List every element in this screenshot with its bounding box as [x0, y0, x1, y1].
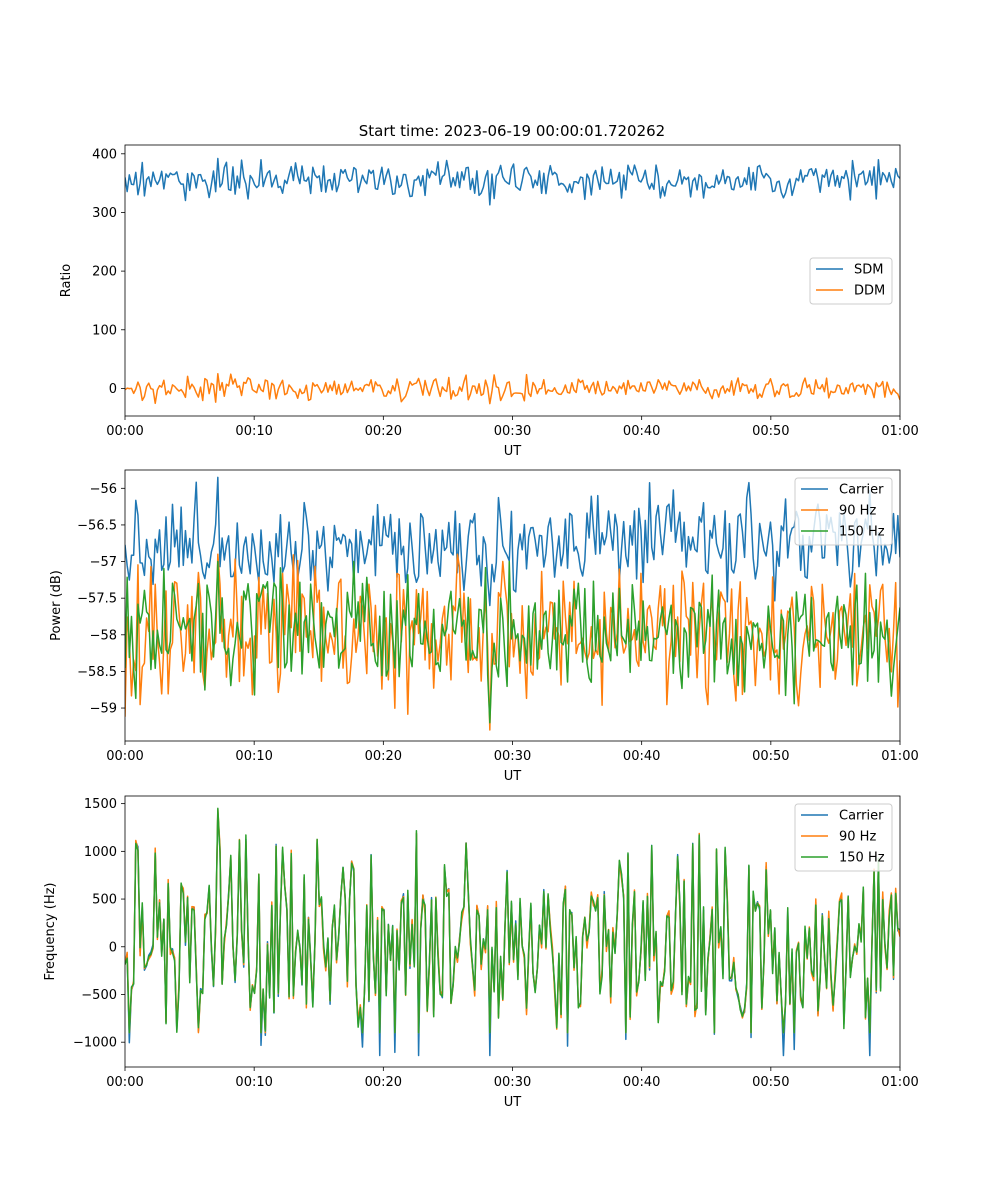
ratio-panel: 00:00 00:10 00:20 00:30 00:40 00:50 01:00 0 100 2…: [59, 144, 919, 459]
x-tick-label: 00:50: [752, 1075, 789, 1090]
x-axis-label: UT: [504, 769, 522, 784]
x-tick-label: 00:40: [623, 424, 660, 439]
frequency-panel: 00:00 00:10 00:20 00:30 00:40 00:50 01:00 1500 1…: [43, 795, 919, 1110]
y-tick-label: 1000: [84, 845, 117, 860]
y-tick-label: 100: [92, 323, 117, 338]
y-tick-label: 0: [109, 382, 117, 397]
power-panel: 00:00 00:10 00:20 00:30 00:40 00:50 01:00 −56 −5…: [49, 469, 919, 784]
y-tick-label: 0: [109, 940, 117, 955]
x-tick-label: 00:20: [365, 749, 402, 764]
y-tick-label: 200: [92, 265, 117, 280]
x-tick-label: 00:10: [235, 424, 272, 439]
figure-title: Start time: 2023-06-19 00:00:01.720262: [359, 122, 665, 140]
legend-box: [794, 803, 893, 872]
series-line-carrier: [125, 476, 900, 607]
x-tick-label: 00:30: [494, 424, 531, 439]
y-tick-label: −58: [90, 628, 117, 643]
y-tick-label: −1000: [73, 1036, 117, 1051]
series-line-150-hz: [125, 560, 900, 724]
legend-label: Carrier: [839, 483, 884, 498]
y-tick-label: 1500: [84, 797, 117, 812]
x-tick-label: 01:00: [881, 749, 918, 764]
legend-label: 90 Hz: [839, 830, 876, 845]
legend-label: SDM: [854, 263, 883, 278]
x-tick-label: 00:40: [623, 749, 660, 764]
legend-label: 150 Hz: [839, 851, 885, 866]
y-tick-label: −58.5: [77, 665, 117, 680]
y-axis-label: Frequency (Hz): [43, 882, 58, 980]
x-tick-label: 00:20: [365, 424, 402, 439]
y-tick-label: 300: [92, 206, 117, 221]
y-tick-label: −57.5: [77, 592, 117, 607]
legend-label: 90 Hz: [839, 504, 876, 519]
y-tick-label: −56: [90, 482, 117, 497]
legend-label: 150 Hz: [839, 525, 885, 540]
legend: SDM DDM: [809, 257, 893, 305]
x-tick-label: 00:00: [106, 749, 143, 764]
x-axis-label: UT: [504, 444, 522, 459]
x-tick-label: 00:00: [106, 1075, 143, 1090]
x-tick-label: 00:50: [752, 424, 789, 439]
x-tick-label: 00:10: [235, 749, 272, 764]
y-tick-label: −56.5: [77, 518, 117, 533]
y-tick-label: 400: [92, 147, 117, 162]
series-line-ddm: [125, 373, 900, 405]
y-tick-label: 500: [92, 893, 117, 908]
x-tick-label: 00:30: [494, 749, 531, 764]
x-tick-label: 01:00: [881, 1075, 918, 1090]
x-tick-label: 00:30: [494, 1075, 531, 1090]
y-tick-label: −59: [90, 702, 117, 717]
x-tick-label: 00:10: [235, 1075, 272, 1090]
legend-box: [794, 477, 893, 546]
y-axis-label: Power (dB): [49, 570, 64, 641]
x-tick-label: 00:20: [365, 1075, 402, 1090]
legend: Carrier 90 Hz 150 Hz: [794, 803, 893, 872]
y-axis-label: Ratio: [59, 264, 74, 297]
x-tick-label: 00:40: [623, 1075, 660, 1090]
x-axis-label: UT: [504, 1095, 522, 1110]
x-tick-label: 01:00: [881, 424, 918, 439]
series-line-sdm: [125, 157, 900, 206]
legend: Carrier 90 Hz 150 Hz: [794, 477, 893, 546]
x-tick-label: 00:00: [106, 424, 143, 439]
x-tick-label: 00:50: [752, 749, 789, 764]
y-tick-label: −57: [90, 555, 117, 570]
series-line-150-hz: [125, 807, 900, 1034]
legend-label: Carrier: [839, 809, 884, 824]
legend-label: DDM: [854, 284, 885, 299]
y-tick-label: −500: [81, 988, 117, 1003]
